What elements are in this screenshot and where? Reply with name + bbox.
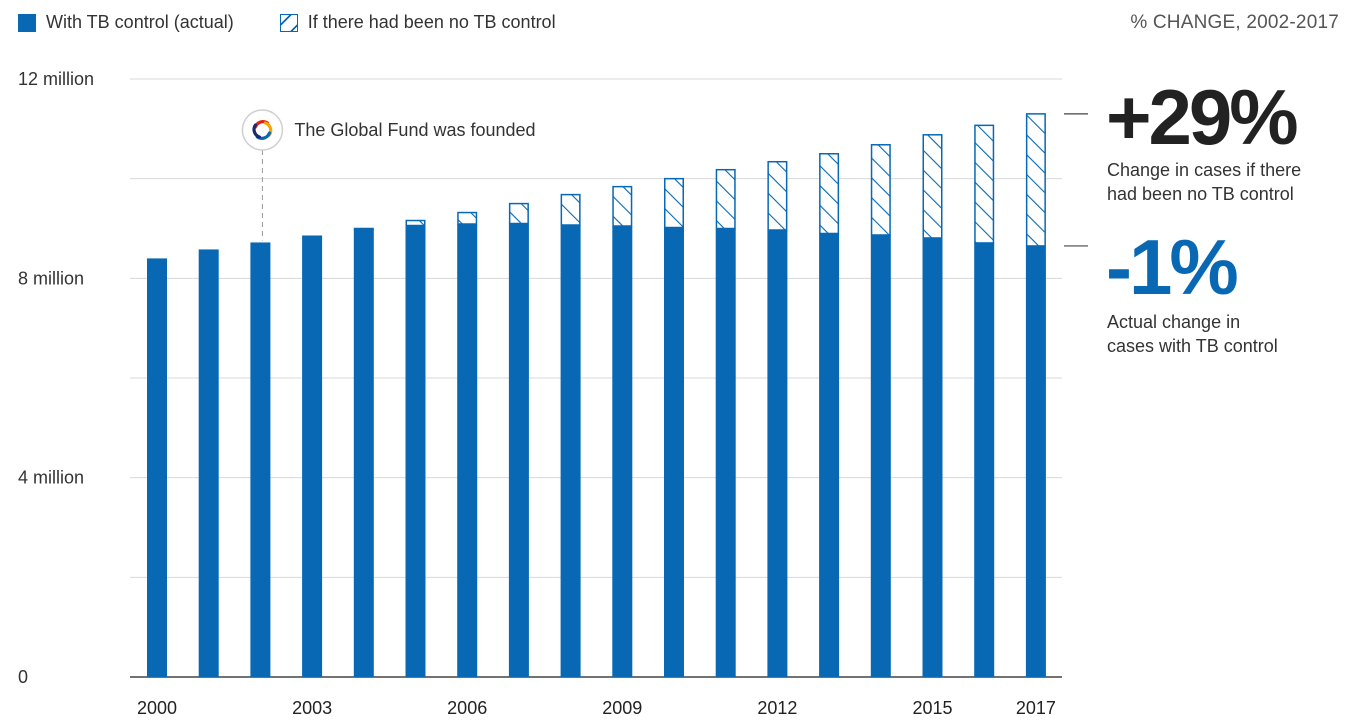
x-tick-label: 2012 — [757, 698, 797, 718]
bar-actual-2008 — [560, 225, 581, 678]
bar-counterfactual-2016 — [974, 124, 995, 244]
actual-desc-line-2: cases with TB control — [1107, 336, 1278, 356]
x-tick-label: 2015 — [912, 698, 952, 718]
bar-counterfactual-2015 — [922, 134, 943, 239]
bar-actual-2012 — [767, 229, 788, 677]
bar-actual-2003 — [302, 235, 323, 677]
bar-counterfactual-2009 — [612, 185, 633, 227]
period-label: % CHANGE, 2002-2017 — [1130, 12, 1339, 33]
bar-counterfactual-2006 — [457, 211, 478, 225]
actual-change-description: Actual change in cases with TB control — [1107, 310, 1342, 358]
bar-actual-2011 — [715, 228, 736, 677]
legend-swatch-hatched — [279, 13, 298, 32]
bar-counterfactual-2010 — [664, 177, 684, 229]
counterfactual-change-value: +29% — [1106, 73, 1299, 161]
y-tick-label: 4 million — [18, 468, 84, 488]
bar-counterfactual-2007 — [508, 202, 529, 225]
bar-actual-2014 — [870, 234, 891, 677]
legend-item-counterfactual: If there had been no TB control — [279, 12, 556, 33]
bar-actual-2001 — [198, 249, 219, 677]
bar-actual-2016 — [974, 242, 995, 677]
actual-desc-line-1: Actual change in — [1107, 312, 1241, 332]
legend-swatch-solid — [18, 13, 36, 32]
y-tick-label: 8 million — [18, 268, 84, 288]
legend-label-actual: With TB control (actual) — [46, 12, 234, 32]
x-tick-label: 2006 — [447, 698, 487, 718]
bar-counterfactual-2012 — [767, 160, 788, 231]
bar-actual-2017 — [1025, 245, 1046, 678]
bar-actual-2009 — [612, 226, 633, 677]
x-axis-labels: 2000 2003 2006 2009 2012 2015 2017 — [137, 698, 1056, 718]
actual-change-value: -1% — [1106, 223, 1239, 311]
bars — [147, 113, 1046, 678]
bar-actual-2010 — [664, 227, 684, 677]
bar-actual-2000 — [147, 258, 167, 677]
legend-label-counterfactual: If there had been no TB control — [307, 12, 556, 32]
x-tick-label: 2017 — [1016, 698, 1056, 718]
bar-counterfactual-2011 — [715, 168, 736, 230]
annotation-global-fund: The Global Fund was founded — [241, 109, 536, 241]
annotation-text: The Global Fund was founded — [294, 120, 535, 140]
legend: With TB control (actual) If there had be… — [18, 12, 602, 33]
gridlines — [130, 78, 1062, 678]
bar-actual-2005 — [405, 225, 426, 677]
bar-actual-2015 — [922, 237, 943, 678]
bar-actual-2002 — [250, 242, 271, 677]
counterfactual-desc-line-1: Change in cases if there — [1107, 160, 1302, 180]
counterfactual-desc-line-2: had been no TB control — [1107, 184, 1294, 204]
y-tick-label: 12 million — [18, 69, 94, 89]
bar-actual-2007 — [508, 223, 529, 677]
bar-counterfactual-2004 — [353, 227, 374, 231]
global-fund-logo-icon — [241, 109, 284, 151]
x-tick-label: 2009 — [602, 698, 642, 718]
x-tick-label: 2000 — [137, 698, 177, 718]
bar-counterfactual-2013 — [819, 153, 840, 235]
bar-actual-2013 — [819, 233, 840, 677]
bar-actual-2004 — [353, 229, 374, 677]
counterfactual-change-description: Change in cases if there had been no TB … — [1107, 158, 1342, 206]
callout-leader-lines — [1064, 113, 1088, 247]
bar-actual-2006 — [457, 224, 478, 677]
x-tick-label: 2003 — [292, 698, 332, 718]
bar-counterfactual-2005 — [405, 219, 426, 227]
bar-counterfactual-2017 — [1025, 113, 1046, 247]
y-tick-label: 0 — [18, 667, 28, 687]
bar-counterfactual-2014 — [870, 144, 891, 236]
y-axis-labels: 0 4 million 8 million 12 million — [18, 69, 94, 687]
legend-item-actual: With TB control (actual) — [18, 12, 234, 33]
bar-counterfactual-2008 — [560, 193, 581, 226]
